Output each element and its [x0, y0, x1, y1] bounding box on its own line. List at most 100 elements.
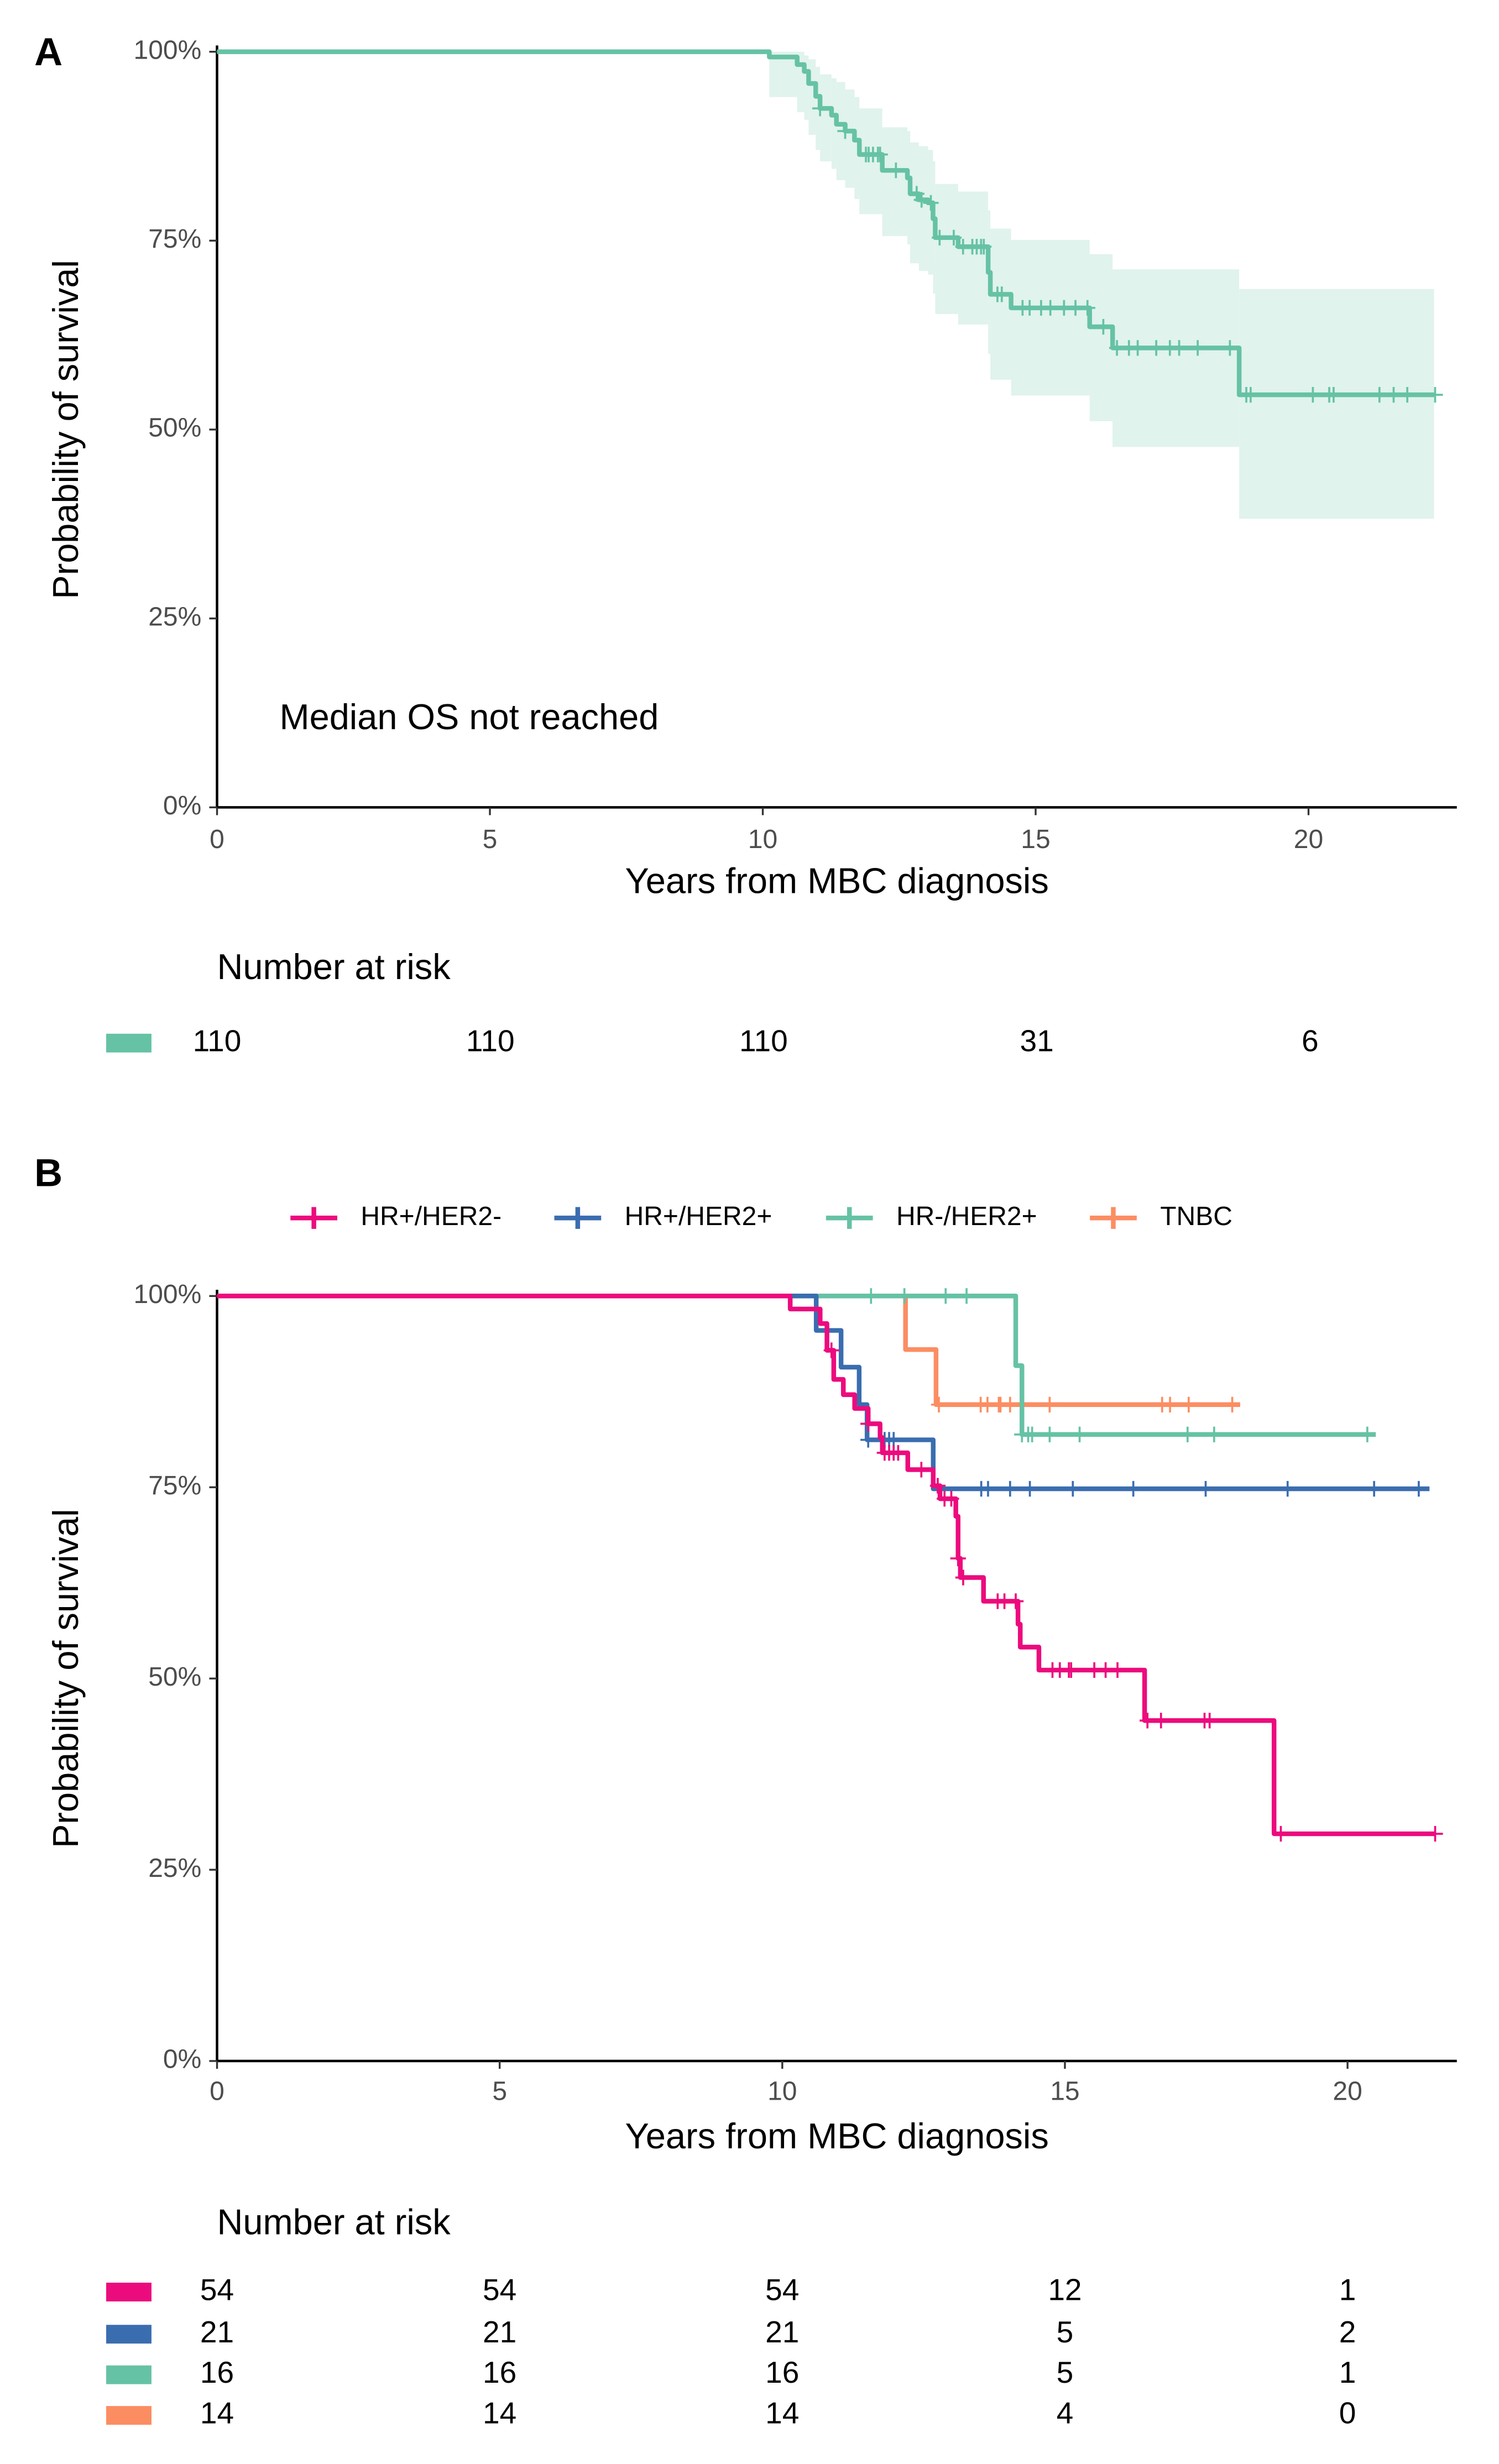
legend-label: HR-/HER2+ — [896, 1202, 1037, 1231]
y-tick-label: 75% — [148, 224, 201, 254]
confidence-band — [820, 74, 832, 161]
risk-count: 12 — [1048, 2273, 1082, 2307]
risk-count: 54 — [200, 2273, 234, 2307]
confidence-band — [990, 228, 1011, 380]
censor-mark — [932, 229, 948, 245]
censor-mark — [1427, 1825, 1443, 1842]
legend-label: HR+/HER2- — [361, 1202, 502, 1231]
censor-mark — [980, 1481, 996, 1497]
censor-mark — [1206, 1426, 1222, 1442]
risk-table-title: Number at risk — [217, 2202, 451, 2242]
censor-mark — [1181, 1396, 1197, 1413]
censor-mark — [837, 123, 853, 139]
censor-mark — [931, 1396, 947, 1413]
censor-mark — [1140, 1713, 1156, 1729]
y-tick-label: 0% — [163, 2045, 201, 2074]
censor-mark — [1411, 1481, 1427, 1497]
censor-mark — [872, 147, 888, 163]
panel-label: A — [34, 30, 62, 74]
x-tick-label: 20 — [1333, 2077, 1362, 2106]
x-tick-label: 15 — [1050, 2077, 1079, 2106]
censor-mark — [1427, 386, 1443, 403]
annotation-median-os: Median OS not reached — [279, 697, 659, 737]
risk-count: 110 — [193, 1023, 242, 1058]
censor-mark — [863, 1288, 879, 1304]
censor-mark — [1366, 1481, 1382, 1497]
risk-count: 5 — [1057, 2315, 1074, 2349]
confidence-band — [918, 146, 928, 271]
censor-mark — [1371, 386, 1387, 403]
censor-mark — [1153, 1713, 1169, 1729]
censor-mark — [1042, 1396, 1058, 1413]
risk-count: 110 — [466, 1023, 515, 1058]
censor-mark — [1222, 340, 1238, 356]
legend-swatch — [554, 1207, 602, 1229]
y-tick-label: 75% — [148, 1471, 201, 1500]
confidence-band — [854, 97, 860, 200]
survival-curve-hr-her2- — [217, 1294, 1376, 1437]
censor-mark — [994, 286, 1010, 302]
risk-count: 21 — [483, 2315, 516, 2349]
censor-mark — [1130, 340, 1146, 356]
y-axis-label: Probability of survival — [45, 260, 86, 599]
censor-mark — [1190, 340, 1206, 356]
censor-mark — [1171, 340, 1187, 356]
censor-mark — [1198, 1481, 1214, 1497]
censor-mark — [1242, 386, 1258, 403]
risk-table-title: Number at risk — [217, 946, 451, 987]
legend-item: HR+/HER2- — [290, 1202, 502, 1231]
censor-mark — [1022, 1481, 1038, 1497]
censor-mark — [913, 1462, 929, 1478]
legend-swatch — [1090, 1207, 1137, 1229]
x-tick-label: 20 — [1294, 825, 1323, 854]
risk-count: 0 — [1339, 2396, 1356, 2430]
y-tick-label: 25% — [148, 1854, 201, 1883]
risk-count: 54 — [483, 2273, 516, 2307]
censor-mark — [923, 195, 939, 211]
risk-count: 14 — [765, 2396, 799, 2430]
x-tick-label: 10 — [748, 825, 777, 854]
legend-swatch — [826, 1207, 873, 1229]
censor-mark — [860, 1416, 876, 1432]
risk-row-swatch — [106, 2325, 152, 2344]
x-axis-label: Years from MBC diagnosis — [625, 2116, 1048, 2156]
risk-count: 5 — [1057, 2355, 1074, 2389]
x-tick-label: 0 — [210, 825, 224, 854]
censor-mark — [1179, 1426, 1195, 1442]
x-axis-label: Years from MBC diagnosis — [625, 861, 1048, 901]
y-tick-label: 100% — [134, 1280, 202, 1309]
risk-row-swatch — [106, 2406, 152, 2425]
censor-mark — [1042, 1426, 1058, 1442]
survival-curve-hr-her2- — [217, 1294, 1430, 1492]
censor-mark — [1279, 1481, 1296, 1497]
censor-mark — [1125, 1481, 1141, 1497]
legend-item: HR+/HER2+ — [554, 1202, 772, 1231]
censor-mark — [1325, 386, 1341, 403]
censor-mark — [950, 1550, 966, 1567]
censor-mark — [976, 239, 992, 255]
confidence-band — [804, 55, 809, 120]
risk-row-swatch — [106, 2365, 152, 2384]
confidence-band — [1239, 289, 1434, 519]
censor-mark — [1079, 300, 1095, 316]
risk-count: 110 — [739, 1023, 788, 1058]
confidence-band — [845, 89, 855, 188]
y-axis-label: Probability of survival — [45, 1509, 86, 1848]
legend-item: HR-/HER2+ — [826, 1202, 1037, 1231]
risk-count: 21 — [200, 2315, 234, 2349]
censor-mark — [1224, 1396, 1240, 1413]
censor-mark — [938, 1288, 954, 1304]
censor-mark — [1042, 300, 1058, 316]
censor-mark — [958, 1288, 975, 1304]
censor-mark — [1095, 318, 1111, 335]
censor-mark — [1273, 1825, 1289, 1842]
censor-mark — [913, 192, 929, 208]
confidence-band — [1089, 254, 1113, 421]
survival-curve-hr-her2- — [217, 1294, 1435, 1837]
censor-mark — [1002, 1396, 1018, 1413]
censor-mark — [1024, 1426, 1040, 1442]
censor-mark — [812, 100, 828, 117]
y-tick-label: 25% — [148, 602, 201, 631]
x-tick-label: 5 — [492, 2077, 507, 2106]
